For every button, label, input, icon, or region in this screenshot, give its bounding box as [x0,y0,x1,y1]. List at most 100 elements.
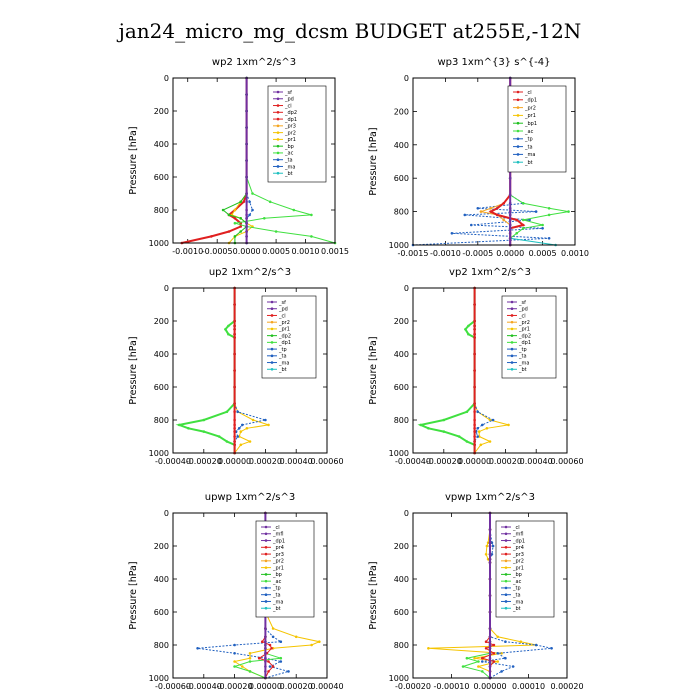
legend-marker [516,98,520,102]
legend-entry: _pd [518,307,528,313]
series-point [196,647,199,650]
series-point [236,435,239,438]
series-point [485,427,489,430]
series-point [251,192,254,195]
legend-marker [276,97,280,101]
series-point [484,647,488,650]
panel-2: wp3 1xm^{3} s^{-4} Pressure [hPa] 0 200 400 6… [368,57,589,258]
y-tick-label: 800 [394,641,409,650]
series-point [245,217,248,220]
legend-entry: _pr3 [284,124,296,130]
series-point [268,665,272,668]
y-axis-label: Pressure [hPa] [368,561,379,629]
series-point [496,652,500,655]
series-point [271,635,275,639]
series-point [233,303,236,306]
y-tick-label: 1000 [149,674,169,683]
series-point [486,541,490,544]
x-tick-label: -0.00040 [186,682,222,691]
series-point [504,656,507,660]
series-point [227,332,230,336]
series-point [217,435,221,438]
series-point [508,218,512,222]
legend-marker [264,593,268,596]
series-point [489,210,493,213]
series-point [507,423,510,427]
series-point [233,652,236,655]
legend-entry: _bt [512,606,521,612]
series-point [245,200,248,204]
legend-frame [495,520,555,618]
panel-1: wp2 1xm^2/s^3 Pressure [hPa] 0 200 400 600 800… [128,57,349,256]
series-point [242,200,245,204]
legend-entry: _tp [272,586,281,592]
series-point [287,670,290,673]
series-point [264,640,267,643]
series-point [488,557,492,561]
legend-marker [504,600,508,603]
series-point [488,640,492,643]
series-point [248,670,252,673]
x-tick-label: 0.00010 [512,682,545,691]
series-point [473,440,476,443]
series-point [477,430,481,433]
legend-marker [510,361,514,364]
legend-entry: _bp1 [524,121,537,127]
series-point [461,665,465,668]
y-tick-label: 200 [154,542,169,551]
legend-marker [504,579,508,583]
series-point [492,652,496,655]
series-point [267,670,270,673]
series-point [267,660,270,663]
series-point [233,385,236,389]
series-point [463,213,467,217]
series-point [488,670,492,673]
series-point [245,109,248,113]
series-point [508,176,512,180]
series-point [521,227,525,230]
series-point [233,410,236,414]
legend-marker [516,129,520,133]
legend-entry: _bt [284,171,293,177]
y-tick-label: 0 [404,74,409,83]
series-point [248,652,252,655]
legend-marker [276,171,280,175]
legend-marker [504,593,508,596]
series-point [239,443,243,447]
x-tick-label: -0.0010 [430,249,461,258]
series-point [491,418,495,422]
legend-marker [516,121,520,125]
legend-entry: _ta [518,354,527,360]
panel-3: up2 1xm^2/s^3 Pressure [hPa] 0 200 400 600 800… [128,267,344,466]
x-tick-label: 0.00000 [473,682,506,691]
legend-marker [504,559,508,563]
legend-entry: _ta [512,592,521,598]
legend-marker [270,367,274,371]
series-point [233,427,236,430]
series-point [490,553,494,556]
x-tick-label: 0.0005 [262,247,290,256]
series-point [481,423,484,427]
legend-marker [276,117,280,121]
series-point [508,213,512,217]
series-point [488,544,492,548]
series-point [279,660,283,663]
plot-frame [172,287,328,454]
legend-entry: _dp1 [284,117,297,123]
series-point [245,126,248,129]
legend-marker [270,314,274,317]
panel-6: vpwp 1xm^2/s^3 Pressure [hPa] 0 200 400 600 80… [368,492,584,691]
legend-entry: _ac [524,129,534,135]
series-point [202,418,206,422]
legend-entry: _bt [518,367,527,373]
series-point [541,223,544,227]
legend-marker [276,111,280,114]
series-point [534,643,538,647]
series-point [508,193,512,197]
series-point [233,319,236,323]
legend-marker [270,347,274,351]
legend-frame [255,520,315,618]
series-point [264,652,267,655]
series-point [233,217,237,220]
y-axis-label: Pressure [hPa] [368,127,379,195]
